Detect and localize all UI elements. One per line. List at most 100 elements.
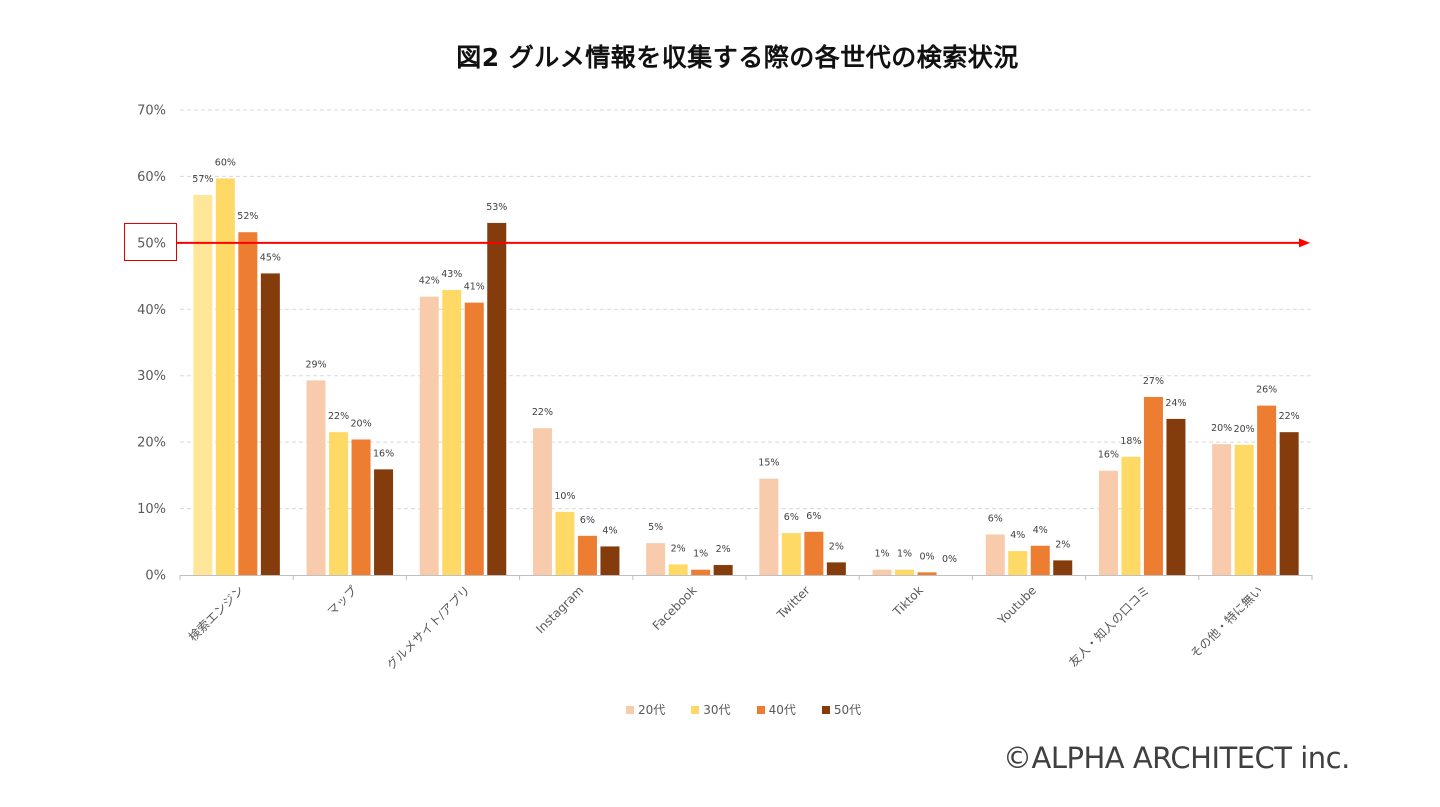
legend-item: 50代 <box>821 701 862 718</box>
y-tick-label: 10% <box>137 502 166 517</box>
y-axis-ticks: 0% 10% 20% 30% 40% 50% 60% 70% <box>137 104 166 584</box>
data-label: 1% <box>875 549 890 560</box>
x-axis-ticks: 検索エンジン マップ グルメサイト/アプリ Instagram Facebook Twit… <box>186 583 1266 673</box>
x-axis <box>179 575 1313 580</box>
legend-swatch <box>626 705 634 714</box>
legend-label: 50代 <box>833 703 862 717</box>
bar <box>1053 560 1073 575</box>
data-label: 52% <box>237 211 258 222</box>
bar <box>577 535 597 575</box>
x-category-label: グルメサイト/アプリ <box>384 583 473 672</box>
bar <box>600 546 620 575</box>
bar <box>260 273 280 575</box>
y-tick-label: 0% <box>145 569 166 584</box>
data-label: 16% <box>373 448 394 459</box>
bar <box>1257 405 1277 575</box>
data-label: 2% <box>1055 539 1070 550</box>
bar <box>781 533 801 575</box>
bar <box>329 432 349 575</box>
legend-swatch <box>756 705 765 714</box>
x-category-label: Facebook <box>650 583 700 633</box>
bar <box>668 564 688 575</box>
data-label: 4% <box>1033 525 1048 536</box>
data-label: 53% <box>486 202 507 213</box>
x-category-label: その他・特に無い <box>1187 583 1265 661</box>
bar <box>1212 444 1232 575</box>
chart-title: 図2 グルメ情報を収集する際の各世代の検索状況 <box>456 43 1019 72</box>
data-label: 6% <box>580 515 595 526</box>
bar <box>646 543 666 575</box>
bar <box>1143 396 1163 575</box>
data-label: 60% <box>215 157 236 168</box>
bar <box>193 195 213 575</box>
y-tick-label: 70% <box>137 104 166 119</box>
bar <box>1166 418 1186 575</box>
legend-label: 40代 <box>768 703 796 717</box>
bar <box>872 569 892 575</box>
legend-label: 30代 <box>703 703 731 717</box>
bars <box>193 178 1299 575</box>
data-labels: 57%60%52%45%29%22%20%16%42%43%41%53%22%1… <box>192 157 1299 565</box>
bar <box>985 534 1005 575</box>
data-label: 42% <box>419 276 440 287</box>
x-category-label: Youtube <box>995 583 1040 628</box>
legend-item: 40代 <box>756 701 796 718</box>
bar <box>895 569 915 575</box>
bar <box>804 531 824 575</box>
bar <box>487 222 507 575</box>
legend-item: 20代 <box>626 701 665 718</box>
data-label: 16% <box>1098 450 1119 461</box>
data-label: 20% <box>350 418 371 429</box>
y-tick-label: 30% <box>137 369 166 384</box>
bar <box>1098 470 1118 575</box>
bar <box>464 302 484 575</box>
data-label: 6% <box>988 513 1003 524</box>
bar <box>351 439 371 575</box>
data-label: 20% <box>1211 423 1232 434</box>
data-label: 57% <box>192 174 213 185</box>
legend-swatch <box>821 705 830 714</box>
bar <box>442 290 462 575</box>
data-label: 4% <box>602 525 617 536</box>
legend-swatch <box>691 705 700 714</box>
bar <box>238 232 258 575</box>
data-label: 43% <box>441 269 462 280</box>
data-label: 22% <box>532 407 553 418</box>
bar <box>215 178 235 575</box>
data-label: 5% <box>648 522 663 533</box>
data-label: 22% <box>1279 411 1300 422</box>
arrow-head-icon <box>1299 238 1310 248</box>
data-label: 2% <box>671 543 686 554</box>
bar <box>555 511 575 575</box>
data-label: 0% <box>920 551 935 562</box>
bar <box>1008 551 1028 575</box>
data-label: 1% <box>897 549 912 560</box>
data-label: 15% <box>758 458 779 469</box>
data-label: 18% <box>1120 436 1141 447</box>
legend-item: 30代 <box>691 701 731 718</box>
data-label: 1% <box>693 549 708 560</box>
legend-label: 20代 <box>638 703 666 717</box>
data-label: 2% <box>829 541 844 552</box>
x-category-label: Tiktok <box>890 583 926 619</box>
bar <box>691 569 711 575</box>
bar <box>826 562 846 575</box>
y-tick-label: 20% <box>137 436 166 451</box>
gridlines <box>180 109 1312 510</box>
data-label: 0% <box>942 554 957 565</box>
x-category-label: Instagram <box>533 583 586 636</box>
bar <box>1234 444 1254 575</box>
copyright-text: ©ALPHA ARCHITECT inc. <box>1003 741 1350 775</box>
x-category-label: 検索エンジン <box>186 583 247 644</box>
data-label: 4% <box>1010 530 1025 541</box>
data-label: 20% <box>1234 424 1255 435</box>
bar <box>374 469 394 575</box>
data-label: 45% <box>260 252 281 263</box>
highlight-box-50 <box>124 223 177 261</box>
data-label: 6% <box>784 512 799 523</box>
reference-line-50 <box>177 238 1310 248</box>
data-label: 22% <box>328 411 349 422</box>
bar <box>306 380 326 575</box>
data-label: 10% <box>554 491 575 502</box>
